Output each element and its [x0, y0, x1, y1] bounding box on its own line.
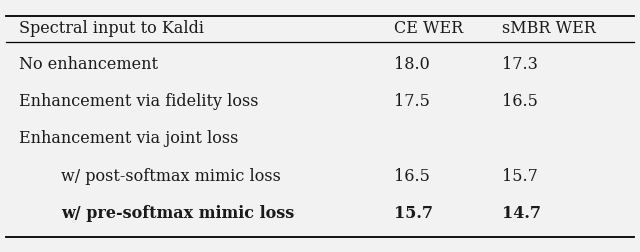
Text: w/ pre-softmax mimic loss: w/ pre-softmax mimic loss — [61, 205, 294, 222]
Text: 15.7: 15.7 — [502, 168, 538, 185]
Text: sMBR WER: sMBR WER — [502, 20, 596, 38]
Text: 17.5: 17.5 — [394, 93, 429, 110]
Text: Enhancement via fidelity loss: Enhancement via fidelity loss — [19, 93, 259, 110]
Text: No enhancement: No enhancement — [19, 56, 158, 73]
Text: 16.5: 16.5 — [502, 93, 538, 110]
Text: 16.5: 16.5 — [394, 168, 429, 185]
Text: CE WER: CE WER — [394, 20, 463, 38]
Text: 18.0: 18.0 — [394, 56, 429, 73]
Text: 14.7: 14.7 — [502, 205, 541, 222]
Text: 15.7: 15.7 — [394, 205, 433, 222]
Text: 17.3: 17.3 — [502, 56, 538, 73]
Text: Enhancement via joint loss: Enhancement via joint loss — [19, 130, 239, 147]
Text: w/ post-softmax mimic loss: w/ post-softmax mimic loss — [61, 168, 281, 185]
Text: Spectral input to Kaldi: Spectral input to Kaldi — [19, 20, 204, 38]
